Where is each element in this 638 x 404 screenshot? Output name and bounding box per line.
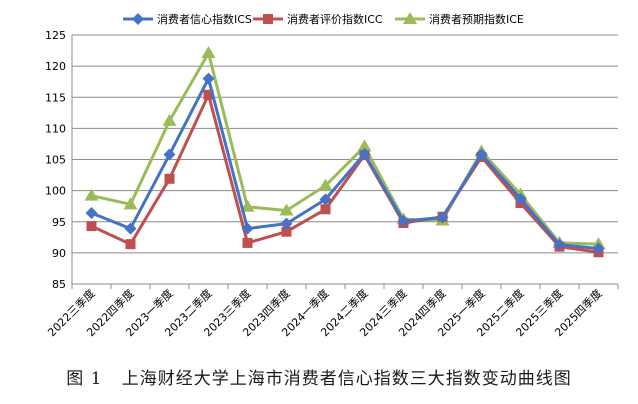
data-point: [203, 89, 214, 100]
data-point: [86, 221, 97, 232]
legend-marker: [403, 12, 417, 24]
legend-label: 消费者预期指数ICE: [429, 12, 524, 26]
data-point: [358, 147, 371, 160]
legend: 消费者信心指数ICS 消费者评价指数ICC 消费者预期指数ICE: [123, 12, 524, 26]
chart: 85 90 95 100 105 110 115 120 125 2022三季度 2022四季度 20…: [45, 12, 619, 339]
data-point: [164, 173, 175, 184]
chart-svg: 8590951001051101151201252022三季度2022四季度20…: [45, 12, 619, 339]
data-point: [281, 226, 292, 237]
series-line: [91, 51, 599, 246]
series-2: [84, 46, 606, 250]
data-point: [240, 199, 255, 212]
y-tick-label: 120: [45, 60, 66, 73]
data-point: [84, 188, 99, 201]
series-line: [90, 93, 599, 254]
y-tick-label: 115: [45, 91, 66, 104]
data-point: [279, 203, 294, 216]
y-tick-label: 90: [52, 247, 66, 260]
y-tick-label: 105: [45, 154, 66, 167]
data-point: [85, 207, 98, 220]
data-point: [592, 242, 605, 255]
data-point: [242, 237, 253, 248]
data-point: [436, 211, 449, 224]
figure-caption-text: 上海财经大学上海市消费者信心指数三大指数变动曲线图: [121, 369, 572, 389]
data-point: [318, 178, 333, 191]
legend-item: 消费者信心指数ICS: [123, 12, 252, 26]
series-1: [86, 89, 604, 258]
series-line: [90, 77, 599, 251]
data-point: [202, 72, 215, 85]
data-point: [125, 239, 136, 250]
data-point: [319, 193, 332, 206]
data-point: [241, 222, 254, 235]
series-layer: [84, 46, 606, 258]
y-tick-label: 100: [45, 185, 66, 198]
series-0: [85, 72, 605, 255]
y-tick-label: 125: [45, 29, 66, 42]
grid-layer: [72, 34, 618, 285]
y-tick-label: 110: [45, 122, 66, 135]
legend-marker: [263, 14, 273, 24]
data-point: [397, 215, 410, 228]
figure-caption: 图 1 上海财经大学上海市消费者信心指数三大指数变动曲线图: [0, 364, 638, 394]
data-point: [162, 113, 177, 126]
data-point: [163, 148, 176, 161]
figure-number: 图 1: [66, 369, 103, 389]
data-point: [357, 139, 372, 152]
data-point: [320, 204, 331, 215]
legend-label: 消费者评价指数ICC: [287, 12, 383, 26]
data-point: [475, 148, 488, 161]
legend-marker: [132, 13, 144, 25]
y-tick-label: 85: [52, 278, 66, 291]
data-point: [553, 238, 566, 251]
data-point: [124, 222, 137, 235]
legend-item: 消费者预期指数ICE: [395, 12, 524, 26]
data-point: [514, 192, 527, 205]
legend-label: 消费者信心指数ICS: [157, 12, 252, 26]
data-point: [123, 197, 138, 210]
data-point: [201, 46, 216, 59]
data-point: [280, 217, 293, 230]
y-tick-label: 95: [52, 216, 66, 229]
axis-layer: 8590951001051101151201252022三季度2022四季度20…: [45, 29, 619, 339]
legend-item: 消费者评价指数ICC: [253, 12, 383, 26]
